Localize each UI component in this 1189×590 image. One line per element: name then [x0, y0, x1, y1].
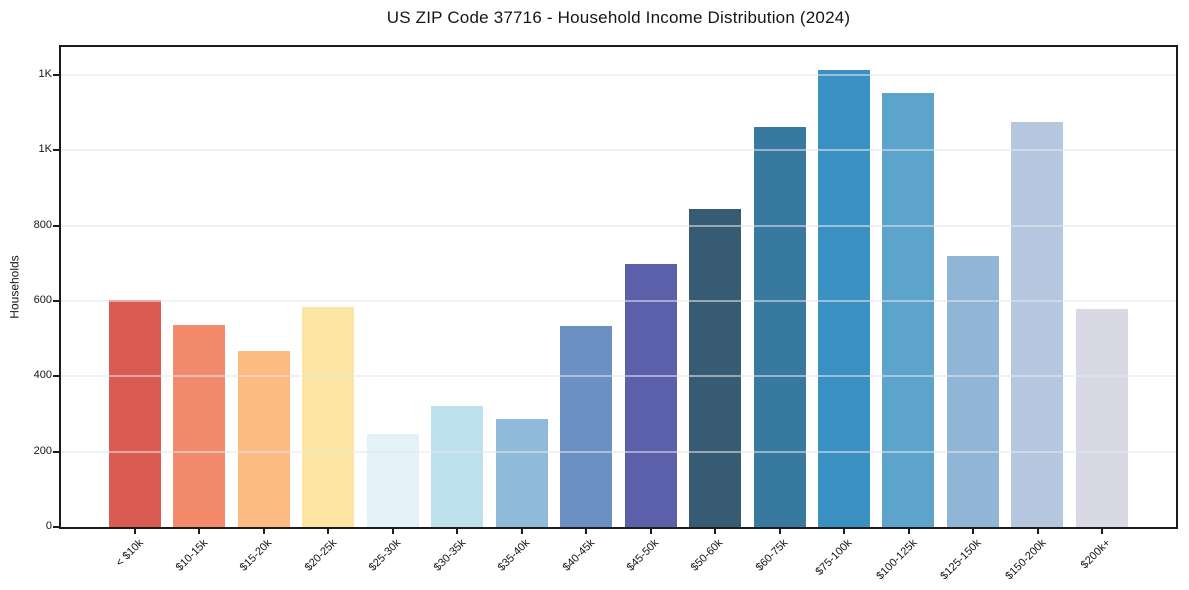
x-tick-mark	[1101, 529, 1103, 534]
y-tick-label: 1K	[38, 143, 52, 156]
x-tick-label: $60-75k	[753, 537, 791, 574]
y-axis-label: Households	[8, 255, 22, 319]
x-tick-mark	[262, 529, 265, 534]
bar-< $10k	[109, 300, 161, 527]
y-tick-label: 800	[33, 218, 52, 231]
x-tick-label: $30-35k	[431, 537, 468, 574]
x-tick-mark	[327, 529, 330, 534]
bars-container	[61, 47, 1176, 527]
bar-$15-20k	[237, 351, 290, 527]
x-tick-mark	[198, 529, 201, 534]
x-tick-mark	[972, 529, 975, 534]
y-tick-mark	[53, 149, 59, 152]
x-tick-label: $150-200k	[1002, 537, 1049, 583]
bar-$125-150k	[946, 256, 999, 527]
x-tick-label: $125-150k	[938, 537, 984, 583]
gridline-1200	[61, 73, 1176, 76]
bar-$40-45k	[560, 326, 613, 527]
x-tick-label: $15-20k	[237, 537, 275, 574]
x-tick-label: $100-125k	[873, 537, 920, 583]
x-tick-mark	[843, 529, 846, 534]
y-tick-label: 400	[33, 369, 52, 382]
bar-$150-200k	[1011, 121, 1064, 527]
x-tick-mark	[391, 529, 394, 534]
x-tick-label: $25-30k	[366, 537, 404, 574]
x-tick-label: < $10k	[113, 537, 146, 570]
bar-$60-75k	[753, 126, 806, 527]
bar-$20-25k	[302, 306, 355, 527]
y-tick-mark	[53, 450, 59, 453]
y-tick-mark	[53, 299, 59, 302]
y-tick-label: 1K	[38, 67, 52, 80]
bar-$100-125k	[882, 92, 935, 527]
x-tick-label: $45-50k	[624, 537, 662, 574]
bar-$45-50k	[624, 264, 677, 527]
y-tick-mark	[53, 526, 59, 528]
x-tick-mark	[649, 529, 652, 534]
chart-title: US ZIP Code 37716 - Household Income Dis…	[386, 8, 851, 27]
x-tick-mark	[1036, 529, 1039, 534]
bar-$10-15k	[173, 325, 226, 527]
y-tick-label: 0	[45, 520, 52, 532]
x-tick-label: $75-100k	[813, 537, 855, 578]
x-tick-mark	[778, 529, 781, 534]
x-tick-mark	[456, 529, 459, 534]
x-tick-mark	[907, 529, 910, 534]
gridline-1000	[61, 149, 1176, 152]
gridline-600	[61, 299, 1176, 302]
x-tick-label: $35-40k	[495, 537, 533, 574]
plot-area	[59, 45, 1178, 529]
bar-$25-30k	[366, 434, 419, 527]
x-tick-mark	[520, 529, 523, 534]
x-tick-label: $10-15k	[173, 537, 210, 574]
x-tick-mark	[714, 529, 717, 534]
bar-$200k+	[1075, 309, 1128, 527]
x-tick-label: $200k+	[1078, 537, 1113, 572]
y-tick-mark	[53, 224, 59, 227]
y-tick-label: 600	[33, 293, 52, 306]
x-tick-mark	[134, 529, 136, 534]
x-tick-label: $20-25k	[302, 537, 339, 574]
gridline-200	[61, 450, 1176, 453]
bar-$30-35k	[431, 405, 484, 527]
x-tick-mark	[585, 529, 588, 534]
bar-$75-100k	[817, 69, 870, 527]
bar-$35-40k	[495, 418, 548, 527]
gridline-400	[61, 375, 1176, 378]
y-tick-mark	[53, 73, 59, 76]
x-tick-label: $50-60k	[689, 537, 726, 574]
x-tick-label: $40-45k	[560, 537, 597, 574]
y-tick-mark	[53, 375, 59, 378]
bar-$50-60k	[689, 208, 742, 527]
y-tick-label: 200	[33, 444, 52, 457]
gridline-800	[61, 224, 1176, 227]
